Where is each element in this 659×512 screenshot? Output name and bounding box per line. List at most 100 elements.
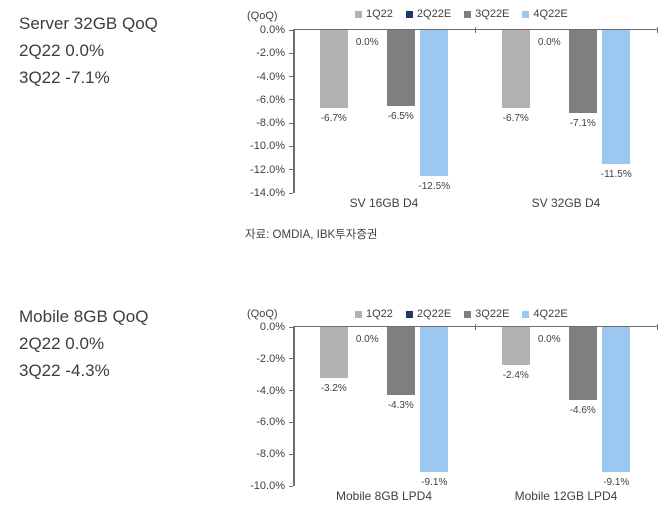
y-tick-label: -4.0% (256, 384, 285, 397)
category-boundary-tick (657, 27, 658, 33)
legend-item-4q22e: 4Q22E (522, 308, 568, 320)
y-axis-line (293, 327, 295, 486)
category-label: SV 16GB D4 (349, 196, 419, 210)
legend-item-1q22: 1Q22 (355, 8, 393, 20)
bar-value-label-2q22e: 0.0% (355, 37, 379, 48)
bar-3q22e (386, 30, 415, 106)
bar-value-label-4q22e: -9.1% (603, 476, 630, 488)
bar-4q22e (602, 327, 631, 472)
category-boundary-tick (475, 324, 476, 330)
y-tick-label: -6.0% (256, 416, 285, 429)
bar-value-label-1q22: -2.4% (502, 370, 529, 382)
bar-value-label-3q22e: -7.1% (569, 117, 596, 129)
server-dram-qoq-chart: (QoQ) 1Q22 2Q22E 3Q22E 4Q22E 0.0% -2.0% -4.0% -6… (240, 0, 659, 218)
legend-label-4q22e: 4Q22E (533, 308, 568, 320)
legend-label-3q22e: 3Q22E (475, 308, 510, 320)
legend-label-2q22e: 2Q22E (416, 8, 452, 20)
y-tick-label: -2.0% (256, 352, 285, 365)
mobile-qoq-line-2q22: 2Q22 0.0% (19, 334, 105, 353)
y-axis-tick (289, 145, 293, 147)
legend-item-1q22: 1Q22 (355, 308, 393, 320)
bar-3q22e (568, 30, 597, 113)
server-qoq-line-3q22: 3Q22 -7.1% (19, 68, 110, 87)
y-axis-tick (289, 76, 293, 78)
y-tick-label: 0.0% (259, 24, 285, 36)
y-tick-label: -4.0% (256, 70, 285, 83)
y-tick-label: -6.0% (256, 93, 285, 106)
category-boundary-tick (657, 324, 658, 330)
mobile-qoq-line-3q22: 3Q22 -4.3% (19, 361, 110, 380)
legend-swatch-icon-4q22e (522, 310, 530, 318)
legend-item-4q22e: 4Q22E (522, 8, 568, 20)
chart-legend: 1Q22 2Q22E 3Q22E 4Q22E (355, 8, 568, 20)
mobile-dram-qoq-chart: (QoQ) 1Q22 2Q22E 3Q22E 4Q22E 0.0% -2.0% -4.0% -6… (240, 300, 659, 512)
bar-value-label-3q22e: -4.3% (387, 400, 414, 412)
y-axis-tick (289, 421, 293, 423)
y-tick-label: 0.0% (259, 321, 285, 333)
y-tick-label: -10.0% (250, 480, 285, 492)
category-label: Mobile 12GB LPD4 (514, 489, 618, 503)
bar-value-label-4q22e: -12.5% (418, 180, 451, 192)
legend-swatch-icon-3q22e (464, 10, 472, 18)
bar-1q22 (501, 30, 530, 108)
y-axis-tick (289, 453, 293, 455)
legend-item-3q22e: 3Q22E (464, 8, 509, 20)
chart-legend: 1Q22 2Q22E 3Q22E 4Q22E (355, 308, 568, 320)
y-tick-label: -8.0% (256, 117, 285, 130)
server-chart-title-block: Server 32GB QoQ 2Q22 0.0% 3Q22 -7.1% (19, 10, 158, 91)
bar-value-label-1q22: -6.7% (320, 113, 347, 124)
y-tick-label: -2.0% (256, 47, 285, 60)
bar-3q22e (386, 327, 415, 396)
y-tick-label: -8.0% (256, 448, 285, 461)
server-qoq-line-2q22: 2Q22 0.0% (19, 41, 105, 60)
axis-unit-label: (QoQ) (247, 10, 278, 22)
category-label: Mobile 8GB LPD4 (335, 489, 433, 503)
server-chart-title: Server 32GB QoQ (19, 14, 158, 33)
bar-value-label-4q22e: -11.5% (600, 168, 632, 180)
y-axis-tick (289, 169, 293, 171)
axis-unit-label: (QoQ) (247, 308, 278, 320)
y-axis-tick (289, 390, 293, 392)
legend-swatch-icon-3q22e (464, 310, 472, 318)
y-axis-tick (289, 29, 293, 31)
y-axis-tick (289, 122, 293, 124)
y-tick-label: -14.0% (250, 187, 285, 199)
bar-4q22e (420, 327, 449, 472)
y-tick-label: -12.0% (250, 163, 285, 176)
legend-label-1q22: 1Q22 (366, 308, 393, 320)
legend-item-2q22e: 2Q22E (405, 308, 452, 320)
legend-label-3q22e: 3Q22E (475, 8, 510, 20)
mobile-chart-title-block: Mobile 8GB QoQ 2Q22 0.0% 3Q22 -4.3% (19, 303, 148, 384)
bar-value-label-3q22e: -6.5% (387, 110, 414, 122)
bar-value-label-2q22e: 0.0% (355, 334, 379, 345)
legend-swatch-icon-2q22e (405, 10, 413, 18)
server-chart-source: 자료: OMDIA, IBK투자증권 (245, 229, 378, 241)
bar-1q22 (319, 327, 348, 378)
legend-swatch-icon-1q22 (355, 10, 362, 18)
legend-item-3q22e: 3Q22E (464, 308, 509, 320)
mobile-chart-title: Mobile 8GB QoQ (19, 307, 149, 326)
y-axis-tick (289, 99, 293, 101)
bar-1q22 (501, 327, 530, 366)
legend-label-2q22e: 2Q22E (416, 308, 452, 320)
bar-value-label-2q22e: 0.0% (537, 334, 561, 345)
bar-4q22e (420, 30, 449, 176)
legend-swatch-icon-2q22e (405, 310, 413, 318)
y-axis-tick (289, 485, 293, 487)
legend-swatch-icon-1q22 (355, 310, 362, 318)
bar-value-label-3q22e: -4.6% (569, 405, 596, 417)
y-axis-tick (289, 192, 293, 194)
y-axis-tick (289, 326, 293, 328)
legend-label-1q22: 1Q22 (366, 8, 393, 20)
y-axis-tick (289, 358, 293, 360)
legend-label-4q22e: 4Q22E (533, 8, 568, 20)
category-boundary-tick (475, 27, 476, 33)
legend-item-2q22e: 2Q22E (405, 8, 452, 20)
y-axis-line (293, 30, 295, 193)
bar-value-label-1q22: -6.7% (502, 113, 529, 124)
bar-value-label-4q22e: -9.1% (421, 476, 448, 488)
bar-1q22 (319, 30, 348, 108)
bar-3q22e (568, 327, 597, 401)
y-axis-tick (289, 52, 293, 54)
